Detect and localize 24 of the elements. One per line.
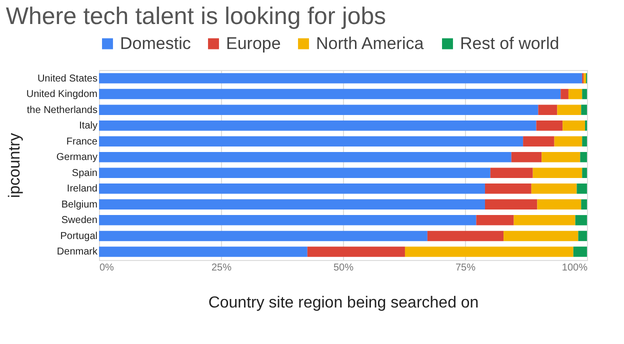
y-tick-label: Denmark	[56, 246, 98, 258]
y-tick-label: Belgium	[61, 199, 98, 210]
legend-label: Rest of world	[460, 34, 560, 53]
chart-title: Where tech talent is looking for jobs	[6, 3, 386, 30]
x-tick-label: 0%	[100, 262, 114, 274]
legend-label: North America	[316, 34, 424, 53]
y-tick-label: the Netherlands	[26, 104, 98, 116]
y-tick-label: Spain	[72, 168, 98, 179]
legend-label: Europe	[226, 34, 281, 53]
y-tick-label: United Kingdom	[26, 89, 98, 100]
x-tick-label: 75%	[455, 262, 476, 274]
x-axis-title: Country site region being searched on	[208, 294, 479, 312]
y-tick-label: Ireland	[66, 184, 98, 195]
y-tick-label: Germany	[56, 152, 98, 164]
x-tick-label: 50%	[333, 262, 354, 274]
y-tick-label: Italy	[79, 120, 98, 132]
x-tick-label: 25%	[211, 262, 232, 274]
y-tick-label: France	[66, 136, 98, 148]
y-tick-label: Sweden	[61, 215, 98, 226]
y-tick-label: United States	[37, 73, 98, 84]
y-tick-label: Portugal	[60, 230, 98, 242]
x-tick-label: 100%	[562, 262, 588, 274]
legend-label: Domestic	[120, 34, 192, 53]
y-axis-title: ipcountry	[6, 133, 24, 198]
